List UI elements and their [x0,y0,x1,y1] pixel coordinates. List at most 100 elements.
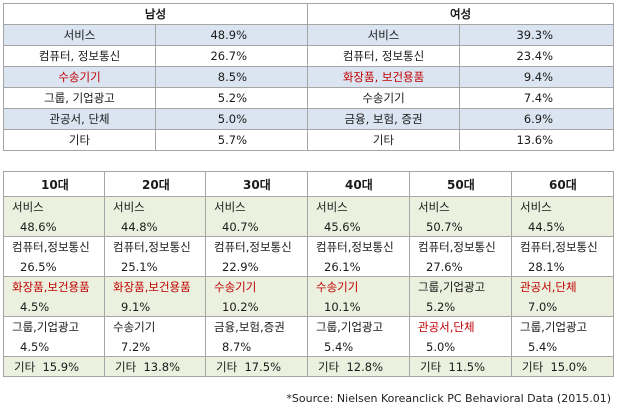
age-other-share: 기타 13.8% [104,356,206,377]
source-note: *Source: Nielsen Koreanclick PC Behavior… [286,392,611,405]
age-category: 서비스 [511,196,614,217]
age-share: 26.1% [307,257,410,277]
female-share: 6.9% [459,108,615,130]
age-category: 수송기기 [307,276,410,297]
age-share: 5.4% [511,337,614,357]
age-category: 서비스 [205,196,308,217]
female-share: 13.6% [459,129,615,151]
age-category-row: 그룹,기업광고 수송기기 금융,보험,증권 그룹,기업광고 관공서,단체 그룹,기업광고 [3,316,614,337]
male-share: 5.2% [154,87,309,109]
age-category: 그룹,기업광고 [409,276,512,297]
male-share: 48.9% [154,24,309,46]
age-category-row: 서비스 서비스 서비스 서비스 서비스 서비스 [3,196,614,217]
male-header: 남성 [2,3,309,25]
age-share: 10.2% [205,297,308,317]
age-category: 화장품,보건용품 [3,276,105,297]
gender-row: 컴퓨터, 정보통신 26.7% 컴퓨터, 정보통신 23.4% [3,45,615,67]
age-header-row: 10대 20대 30대 40대 50대 60대 [3,171,614,197]
age-category: 수송기기 [205,276,308,297]
age-share: 26.5% [3,257,105,277]
age-share: 4.5% [3,297,105,317]
male-category: 컴퓨터, 정보통신 [3,45,156,67]
female-share: 39.3% [459,24,615,46]
male-category: 수송기기 [3,66,156,88]
age-category-row: 컴퓨터,정보통신 컴퓨터,정보통신 컴퓨터,정보통신 컴퓨터,정보통신 컴퓨터,정보통신… [3,236,614,257]
age-category: 서비스 [409,196,512,217]
age-header: 40대 [307,171,410,197]
female-category: 컴퓨터, 정보통신 [307,45,461,67]
age-header: 20대 [104,171,206,197]
age-other-share: 기타 15.0% [511,356,614,377]
age-category: 금융,보험,증권 [205,316,308,337]
age-header: 60대 [511,171,614,197]
age-category: 그룹,기업광고 [3,316,105,337]
age-category: 관공서,단체 [511,276,614,297]
age-share: 44.5% [511,217,614,237]
male-category: 서비스 [3,24,156,46]
age-category: 그룹,기업광고 [307,316,410,337]
age-category: 컴퓨터,정보통신 [104,236,206,257]
male-share: 5.7% [154,129,309,151]
male-category: 기타 [3,129,156,151]
age-other-share: 기타 15.9% [3,356,105,377]
age-share: 10.1% [307,297,410,317]
age-category: 컴퓨터,정보통신 [3,236,105,257]
gender-row: 그룹, 기업광고 5.2% 수송기기 7.4% [3,87,615,109]
female-category: 기타 [307,129,461,151]
female-category: 수송기기 [307,87,461,109]
age-category: 컴퓨터,정보통신 [205,236,308,257]
age-table: 10대 20대 30대 40대 50대 60대 서비스 서비스 서비스 서비스 서비스 서… [3,171,614,377]
gender-header-row: 남성 여성 [2,3,615,25]
female-category: 금융, 보험, 증권 [307,108,461,130]
gender-row: 수송기기 8.5% 화장품, 보건용품 9.4% [3,66,615,88]
age-share: 25.1% [104,257,206,277]
age-share: 4.5% [3,337,105,357]
female-category: 화장품, 보건용품 [307,66,461,88]
age-share: 27.6% [409,257,512,277]
age-share: 5.2% [409,297,512,317]
age-share: 5.0% [409,337,512,357]
male-category: 관공서, 단체 [3,108,156,130]
age-category: 서비스 [104,196,206,217]
age-category: 관공서,단체 [409,316,512,337]
age-header: 50대 [409,171,512,197]
male-category: 그룹, 기업광고 [3,87,156,109]
age-share: 45.6% [307,217,410,237]
age-other-row: 기타 15.9% 기타 13.8% 기타 17.5% 기타 12.8% 기타 11.5%… [3,356,614,377]
age-value-row: 4.5% 7.2% 8.7% 5.4% 5.0% 5.4% [3,337,614,357]
age-value-row: 4.5% 9.1% 10.2% 10.1% 5.2% 7.0% [3,297,614,317]
gender-table: 남성 여성 서비스 48.9% 서비스 39.3% 컴퓨터, 정보통신 26.7% 컴퓨터,… [2,3,615,151]
age-share: 5.4% [307,337,410,357]
male-share: 5.0% [154,108,309,130]
age-category: 그룹,기업광고 [511,316,614,337]
male-share: 26.7% [154,45,309,67]
age-category: 컴퓨터,정보통신 [511,236,614,257]
age-category: 화장품,보건용품 [104,276,206,297]
age-category: 서비스 [307,196,410,217]
age-header: 30대 [205,171,308,197]
age-other-share: 기타 11.5% [409,356,512,377]
female-header: 여성 [307,3,615,25]
age-category: 컴퓨터,정보통신 [307,236,410,257]
female-share: 7.4% [459,87,615,109]
age-share: 22.9% [205,257,308,277]
age-share: 40.7% [205,217,308,237]
age-share: 50.7% [409,217,512,237]
age-category: 컴퓨터,정보통신 [409,236,512,257]
age-category-row: 화장품,보건용품 화장품,보건용품 수송기기 수송기기 그룹,기업광고 관공서,단체 [3,276,614,297]
gender-row: 서비스 48.9% 서비스 39.3% [3,24,615,46]
gender-row: 기타 5.7% 기타 13.6% [3,129,615,151]
age-share: 7.0% [511,297,614,317]
age-category: 서비스 [3,196,105,217]
male-share: 8.5% [154,66,309,88]
female-share: 9.4% [459,66,615,88]
age-share: 28.1% [511,257,614,277]
age-header: 10대 [3,171,105,197]
female-category: 서비스 [307,24,461,46]
female-share: 23.4% [459,45,615,67]
age-share: 44.8% [104,217,206,237]
age-share: 7.2% [104,337,206,357]
age-category: 수송기기 [104,316,206,337]
age-other-share: 기타 12.8% [307,356,410,377]
age-value-row: 26.5% 25.1% 22.9% 26.1% 27.6% 28.1% [3,257,614,277]
